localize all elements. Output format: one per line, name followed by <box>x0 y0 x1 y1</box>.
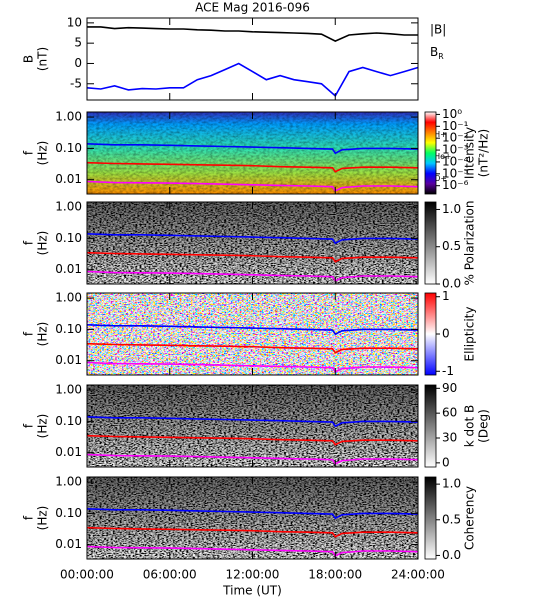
x-tick-label: 12:00:00 <box>226 568 280 582</box>
series-line <box>86 161 419 173</box>
colorbar-tick-label: 10⁰ <box>442 107 462 121</box>
spectrogram-texture <box>87 112 418 194</box>
y-tick-label: 1.00 <box>55 475 82 489</box>
y-tick-label: 0.10 <box>55 231 82 245</box>
colorbar-tick-label: -1 <box>442 364 454 378</box>
y-tick-label: 0.10 <box>55 322 82 336</box>
colorbar-tick-label: 10⁻⁴ <box>442 154 469 168</box>
colorbar-label: (nT²/Hz) <box>477 129 491 177</box>
colorbar-label: k dot B <box>463 405 477 447</box>
y-axis-label: (nT) <box>36 47 50 71</box>
y-axis-label: f <box>22 331 36 336</box>
colorbar-tick-label: 0.5 <box>442 239 461 253</box>
colorbar-tick-label: 10⁻¹ <box>442 119 469 133</box>
legend-entry: |B| <box>430 23 446 37</box>
series-line <box>86 62 419 98</box>
x-tick-label: 18:00:00 <box>308 568 362 582</box>
colorbar-tick-label: 0.0 <box>442 548 461 562</box>
y-tick-label: 1.00 <box>55 200 82 214</box>
colorbar-tick-label: 90 <box>442 381 457 395</box>
colorbar <box>424 476 437 560</box>
x-tick-label: 24:00:00 <box>391 568 445 582</box>
y-tick-label: 10 <box>67 15 82 29</box>
colorbar-tick-label: 1 <box>442 289 450 303</box>
colorbar-label: (Deg) <box>477 409 491 443</box>
series-line <box>86 180 419 192</box>
y-axis-label: f <box>22 515 36 520</box>
y-tick-label: 0.01 <box>55 262 82 276</box>
colorbar-tick-label: 10⁻² <box>442 131 469 145</box>
colorbar <box>424 384 437 468</box>
series-line <box>86 324 419 336</box>
y-tick-label: 5 <box>74 36 82 50</box>
y-tick-label: 0 <box>74 56 82 70</box>
colorbar-label: Ellipticity <box>463 307 477 362</box>
series-line <box>86 545 419 557</box>
colorbar-tick-label: 30 <box>442 431 457 445</box>
chart-title: ACE Mag 2016-096 <box>195 1 310 15</box>
colorbar <box>424 111 437 195</box>
colorbar-tick-label: 10⁻⁶ <box>442 178 469 192</box>
series-line <box>86 233 419 245</box>
colorbar-tick-label: 60 <box>442 406 457 420</box>
series-line <box>87 26 418 42</box>
colorbar-label: Coherency <box>463 486 477 550</box>
colorbar-tick-label: 0.0 <box>442 277 461 291</box>
series-line <box>86 361 419 373</box>
y-tick-label: -5 <box>70 76 82 90</box>
colorbar-tick-label: 10⁻³ <box>442 143 469 157</box>
series-line <box>86 270 419 282</box>
colorbar <box>424 201 437 285</box>
legend-entry: BR <box>430 45 444 61</box>
plot-frame <box>86 17 419 101</box>
y-axis-label: f <box>22 150 36 155</box>
series-line <box>86 453 419 465</box>
y-tick-label: 0.10 <box>55 141 82 155</box>
y-tick-label: 0.10 <box>55 414 82 428</box>
x-tick-label: 06:00:00 <box>143 568 197 582</box>
spectrogram-shade <box>87 385 418 467</box>
colorbar-tick-label: 1.0 <box>442 202 461 216</box>
y-tick-label: 0.10 <box>55 506 82 520</box>
colorbar-tick-label: 0 <box>442 455 450 469</box>
colorbar-label: % Polarization <box>463 201 477 286</box>
y-tick-label: 0.01 <box>55 537 82 551</box>
y-tick-label: 0.01 <box>55 172 82 186</box>
series-line <box>86 251 419 263</box>
x-tick-label: 00:00:00 <box>60 568 114 582</box>
series-line <box>86 416 419 428</box>
spectrogram-shade <box>87 202 418 284</box>
y-tick-label: 1.00 <box>55 110 82 124</box>
colorbar-tick-label: 0 <box>442 327 450 341</box>
colorbar <box>424 292 437 376</box>
y-axis-label: f <box>22 423 36 428</box>
series-line <box>86 342 419 354</box>
colorbar-tick-label: 0.5 <box>442 512 461 526</box>
y-axis-label: (Hz) <box>36 322 50 347</box>
series-line <box>86 526 419 538</box>
colorbar-label: Intensity <box>463 127 477 179</box>
y-axis-label: (Hz) <box>36 414 50 439</box>
colorbar-tick-label: 1.0 <box>442 477 461 491</box>
spectrogram-texture <box>87 293 418 375</box>
spectrogram-shade <box>87 477 418 559</box>
series-line <box>86 434 419 446</box>
y-axis-label: (Hz) <box>36 506 50 531</box>
y-tick-label: 1.00 <box>55 291 82 305</box>
x-axis-label: Time (UT) <box>222 584 282 598</box>
y-tick-label: 0.01 <box>55 353 82 367</box>
y-axis-label: (Hz) <box>36 141 50 166</box>
y-tick-label: 1.00 <box>55 383 82 397</box>
y-tick-label: 0.01 <box>55 445 82 459</box>
series-line <box>86 143 419 155</box>
y-axis-label: B <box>22 55 36 63</box>
series-line <box>86 508 419 520</box>
y-axis-label: (Hz) <box>36 231 50 256</box>
y-axis-label: f <box>22 240 36 245</box>
colorbar-tick-label: 10⁻⁵ <box>442 166 469 180</box>
